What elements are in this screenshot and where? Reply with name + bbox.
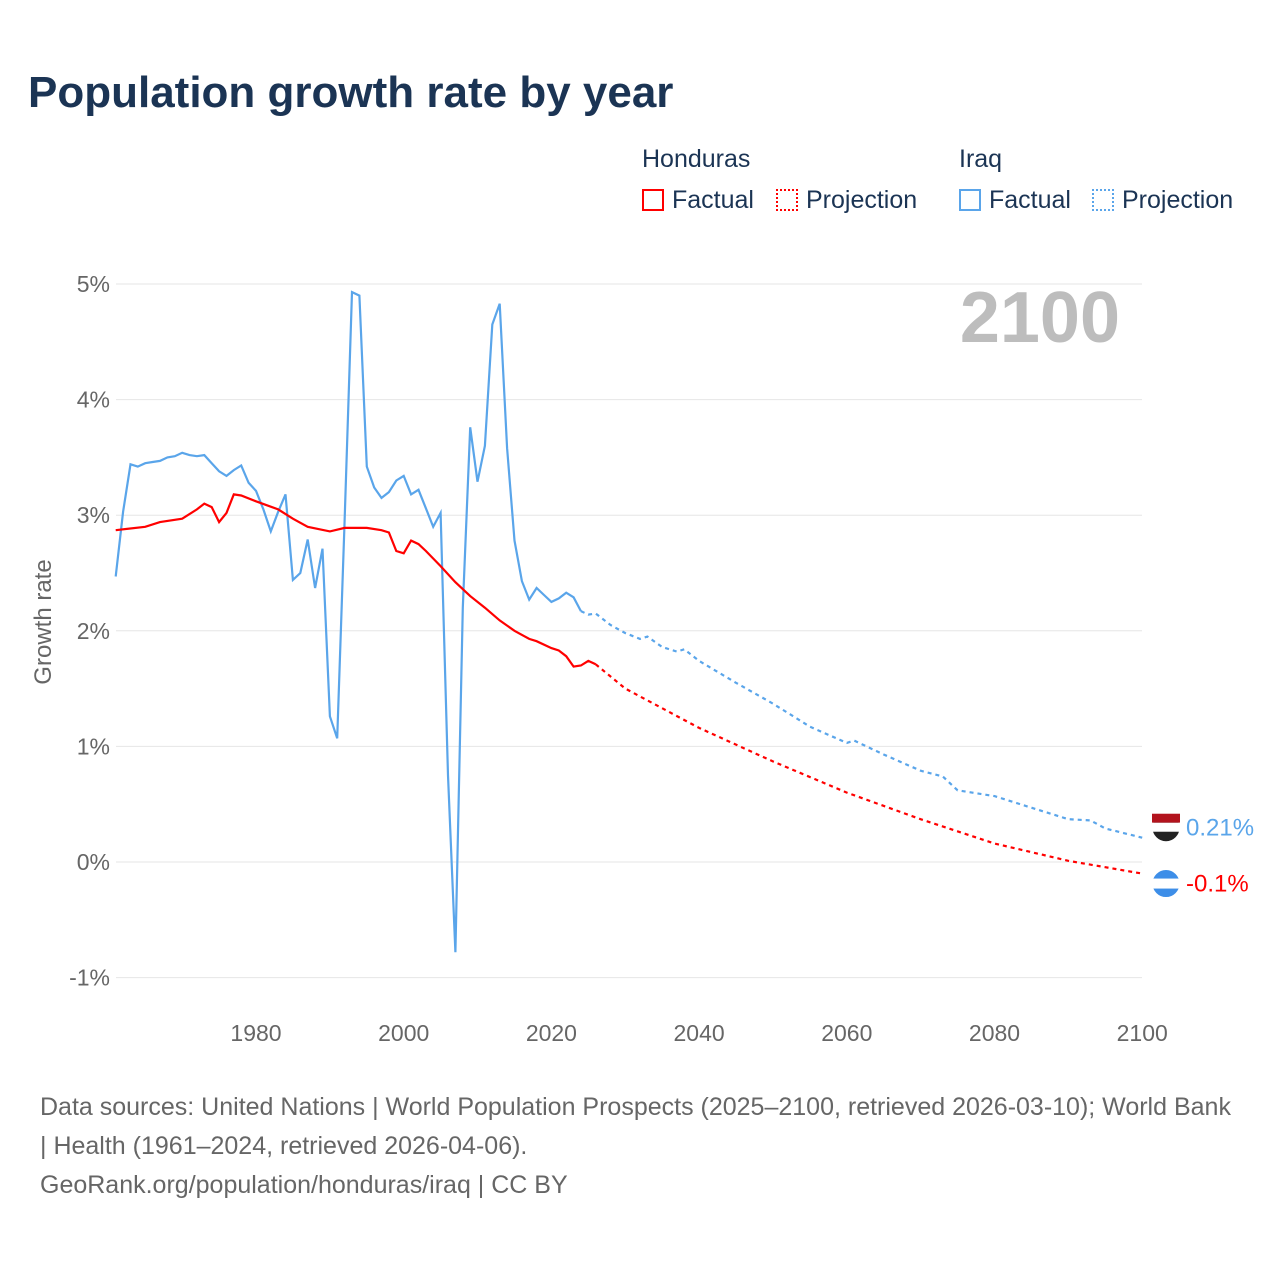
iraq-factual-line: [114, 290, 582, 953]
flag-stripe: [1152, 822, 1180, 832]
y-tick-label: 5%: [77, 271, 110, 297]
honduras-end-value: -0.1%: [1186, 871, 1249, 898]
x-tick-label: 2040: [674, 1020, 725, 1046]
year-watermark: 2100: [960, 278, 1120, 358]
legend-honduras-projection[interactable]: Projection: [776, 186, 917, 215]
legend-swatch-solid: [959, 189, 981, 211]
y-tick-label: 2%: [77, 618, 110, 644]
flag-stripe: [1152, 813, 1180, 823]
legend-group-iraq: Iraq: [959, 145, 1003, 173]
x-tick-label: 2000: [378, 1020, 429, 1046]
x-tick-label: 1980: [230, 1020, 281, 1046]
flag-stripe: [1152, 878, 1180, 889]
y-tick-label: 3%: [77, 502, 110, 528]
attribution-link[interactable]: GeoRank.org/population/honduras/iraq | C…: [40, 1171, 568, 1199]
iraq-projection-line: [580, 610, 1143, 839]
x-tick-label: 2100: [1117, 1020, 1168, 1046]
y-axis-label: Growth rate: [30, 559, 57, 684]
iraq-end-value: 0.21%: [1186, 815, 1254, 842]
legend-label: Factual: [989, 186, 1071, 214]
legend-swatch-solid: [642, 189, 664, 211]
legend-label: Projection: [806, 186, 918, 214]
legend-swatch-dotted: [776, 189, 798, 211]
x-tick-label: 2020: [526, 1020, 577, 1046]
honduras-factual-line: [115, 493, 597, 668]
x-tick-label: 2080: [969, 1020, 1020, 1046]
y-tick-label: 4%: [77, 387, 110, 413]
legend-iraq-projection[interactable]: Projection: [1092, 186, 1233, 215]
y-tick-label: 1%: [77, 733, 110, 759]
x-tick-label: 2060: [821, 1020, 872, 1046]
legend-honduras-factual[interactable]: Factual: [642, 186, 754, 215]
honduras-projection-line: [595, 663, 1143, 875]
data-sources: Data sources: United Nations | World Pop…: [40, 1088, 1240, 1205]
plot-area: -1% 0% 1% 2% 3% 4% 5% 1980 2000 2020 2040 2060 2080 2…: [30, 271, 1254, 1046]
legend-label: Factual: [672, 186, 754, 214]
legend-swatch-dotted: [1092, 189, 1114, 211]
legend-group-honduras: Honduras: [642, 145, 751, 173]
sources-text: Data sources: United Nations | World Pop…: [40, 1093, 1231, 1160]
y-tick-label: 0%: [77, 849, 110, 875]
legend-label: Projection: [1122, 186, 1234, 214]
page-title: Population growth rate by year: [28, 68, 674, 117]
y-tick-label: -1%: [69, 965, 110, 991]
legend-iraq-factual[interactable]: Factual: [959, 186, 1071, 215]
